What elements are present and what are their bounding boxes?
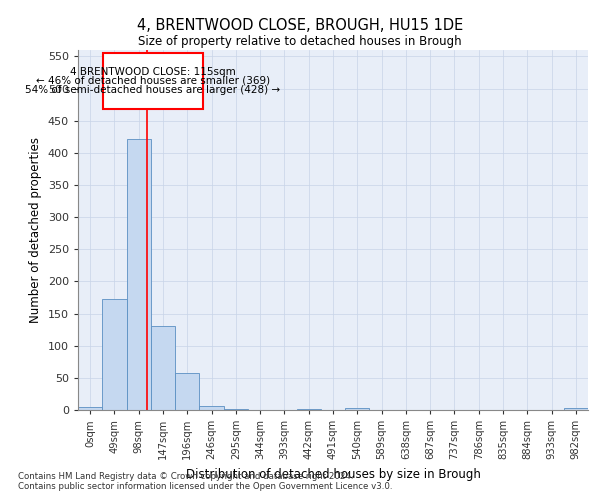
- Text: 54% of semi-detached houses are larger (428) →: 54% of semi-detached houses are larger (…: [25, 84, 280, 94]
- X-axis label: Distribution of detached houses by size in Brough: Distribution of detached houses by size …: [185, 468, 481, 480]
- Text: Contains HM Land Registry data © Crown copyright and database right 2024.: Contains HM Land Registry data © Crown c…: [18, 472, 353, 481]
- Bar: [564, 408, 588, 410]
- Bar: [151, 326, 175, 410]
- Bar: [199, 406, 224, 410]
- FancyBboxPatch shape: [103, 53, 203, 109]
- Text: 4 BRENTWOOD CLOSE: 115sqm: 4 BRENTWOOD CLOSE: 115sqm: [70, 67, 236, 77]
- Text: Size of property relative to detached houses in Brough: Size of property relative to detached ho…: [138, 35, 462, 48]
- Text: ← 46% of detached houses are smaller (369): ← 46% of detached houses are smaller (36…: [36, 76, 270, 86]
- Bar: [78, 408, 102, 410]
- Bar: [345, 408, 370, 410]
- Text: 4, BRENTWOOD CLOSE, BROUGH, HU15 1DE: 4, BRENTWOOD CLOSE, BROUGH, HU15 1DE: [137, 18, 463, 32]
- Text: Contains public sector information licensed under the Open Government Licence v3: Contains public sector information licen…: [18, 482, 392, 491]
- Bar: [175, 374, 199, 410]
- Bar: [102, 300, 127, 410]
- Y-axis label: Number of detached properties: Number of detached properties: [29, 137, 42, 323]
- Bar: [127, 140, 151, 410]
